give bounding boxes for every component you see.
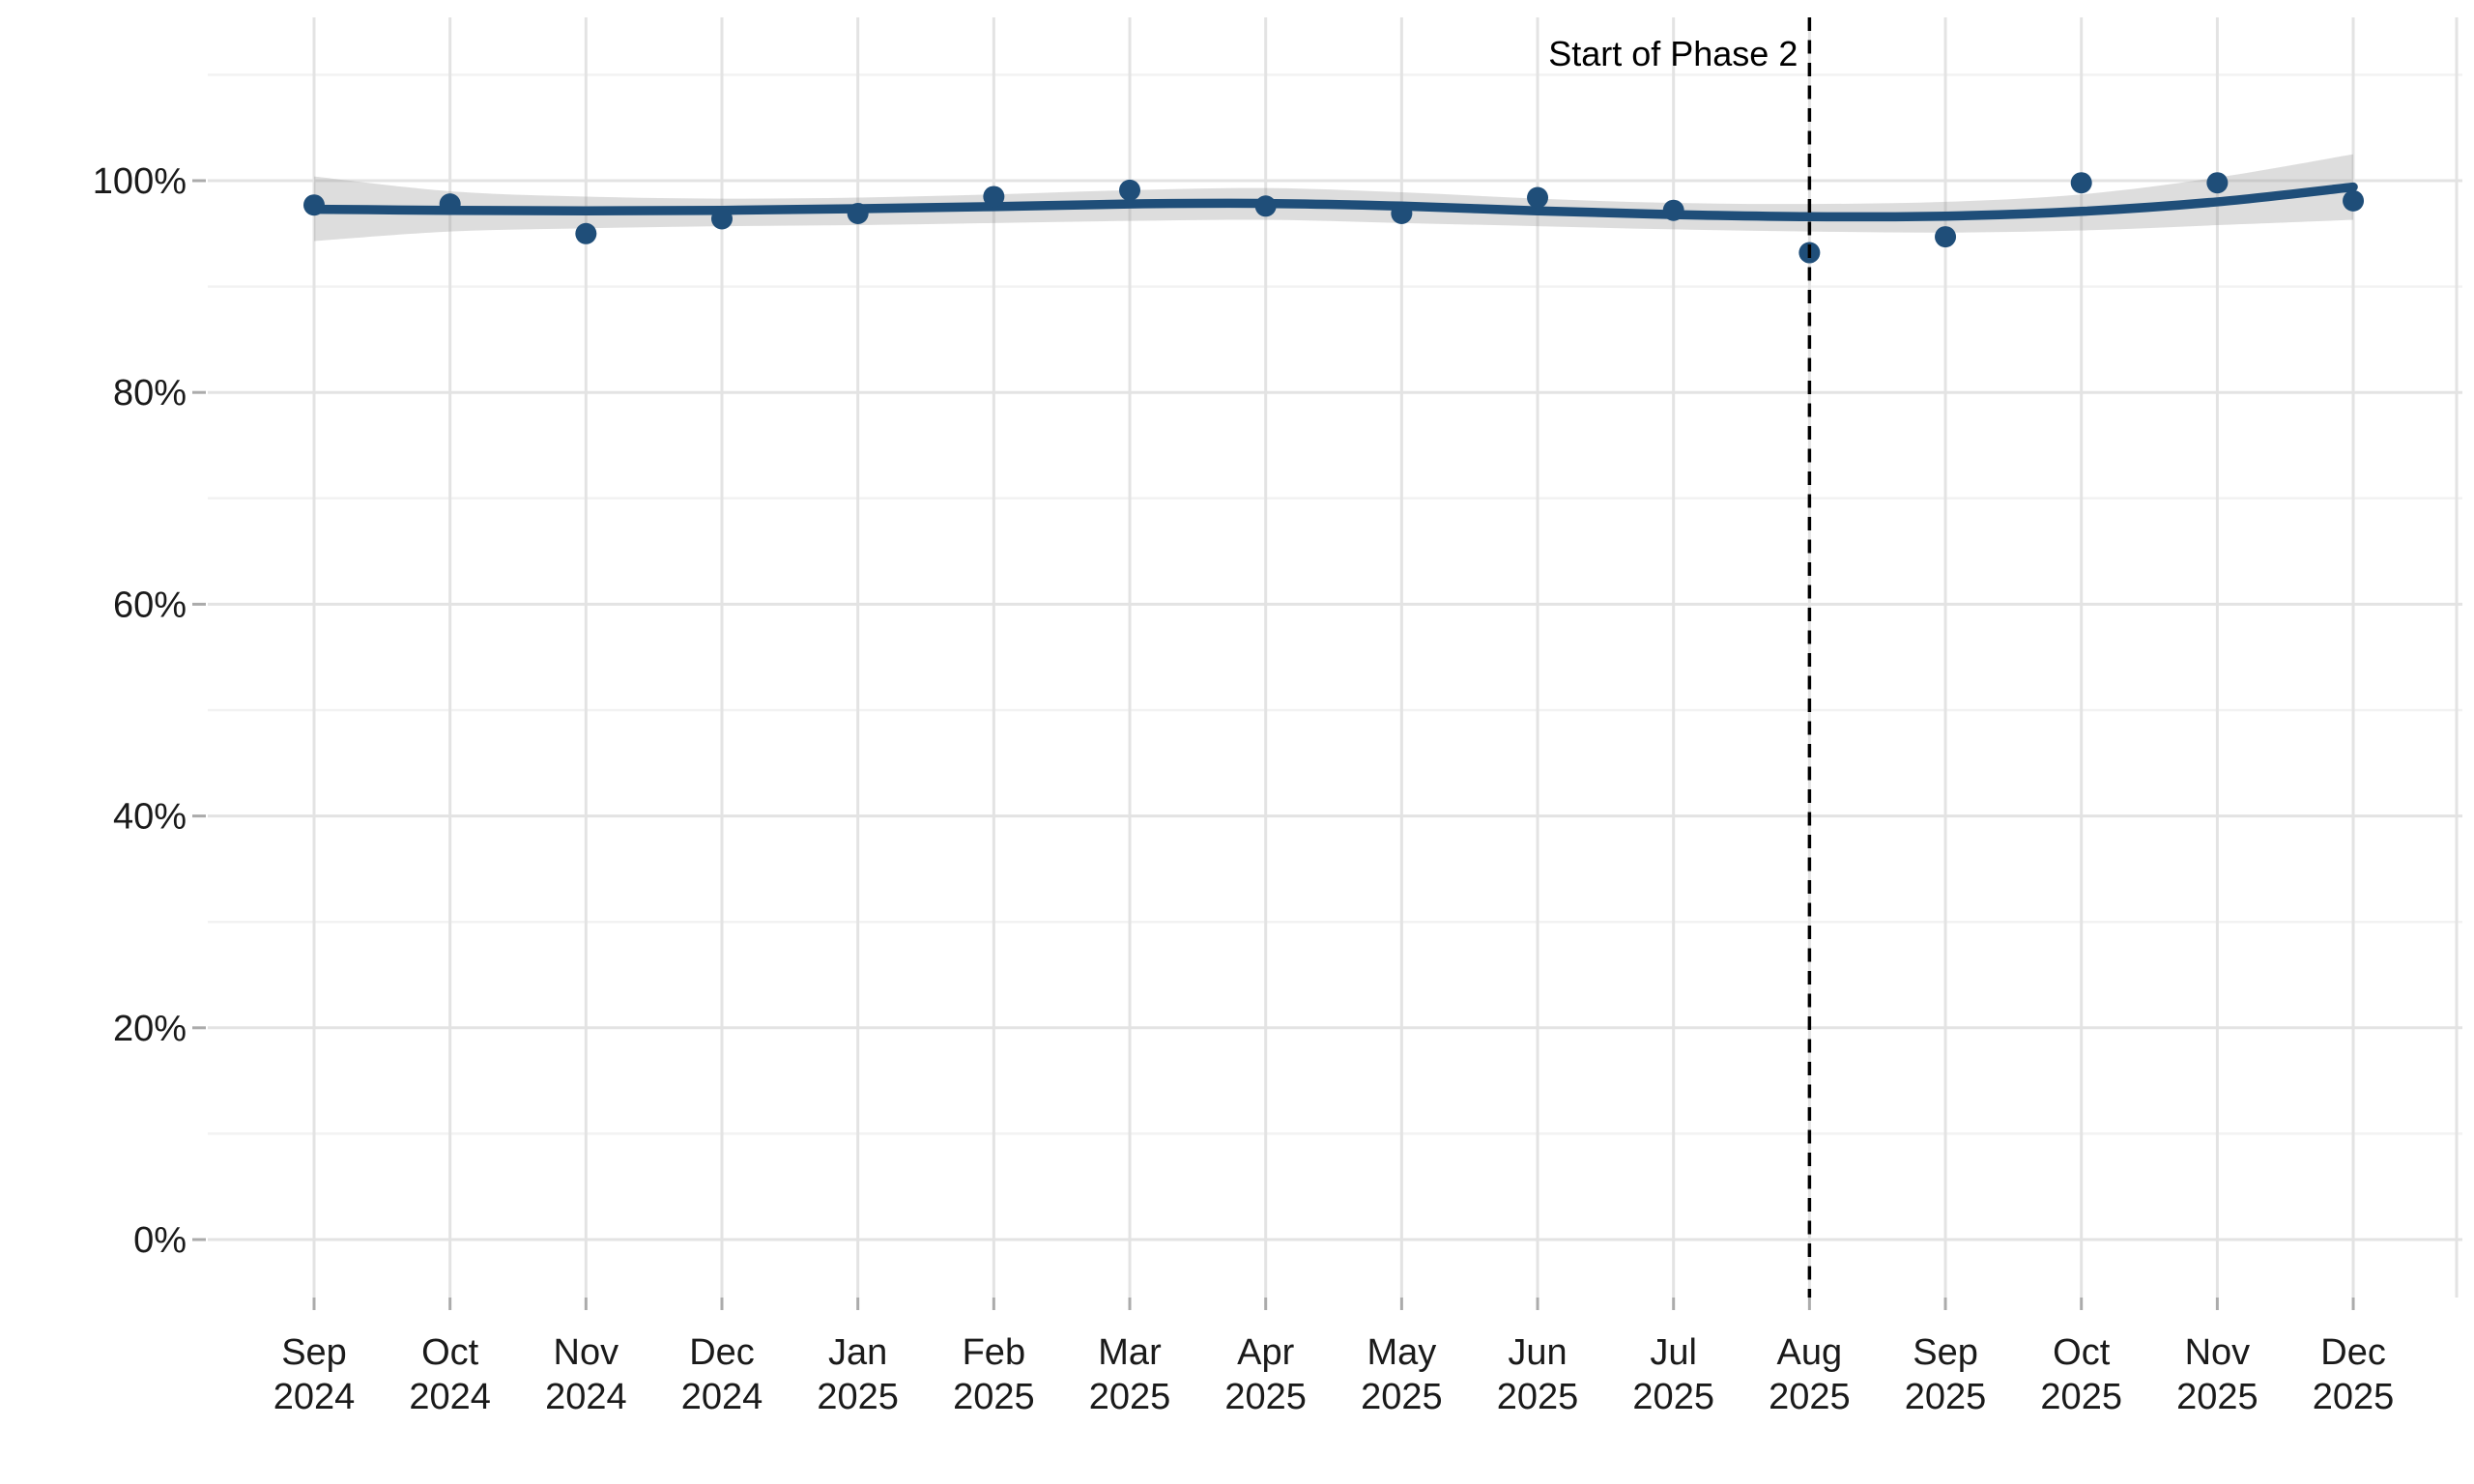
x-axis-year-label: 2025 — [953, 1377, 1035, 1417]
data-point — [575, 222, 597, 244]
data-point — [2343, 189, 2365, 212]
x-axis-year-label: 2025 — [2040, 1377, 2122, 1417]
x-axis-month-label: May — [1366, 1332, 1436, 1373]
x-axis-year-label: 2025 — [2313, 1377, 2395, 1417]
data-point — [1662, 199, 1684, 221]
data-point — [847, 202, 869, 224]
data-point — [1254, 195, 1277, 217]
phase2-annotation-label: Start of Phase 2 — [1548, 34, 1798, 73]
x-axis-month-label: Jul — [1650, 1332, 1697, 1373]
x-axis-year-label: 2025 — [1089, 1377, 1171, 1417]
data-points — [303, 172, 2365, 264]
data-point — [439, 193, 461, 215]
x-axis-year-label: 2024 — [273, 1377, 356, 1417]
x-axis-month-label: Jan — [828, 1332, 887, 1373]
y-axis-tick-label: 100% — [93, 161, 187, 202]
x-axis-month-label: Oct — [2053, 1332, 2111, 1373]
y-axis-tick-label: 20% — [113, 1009, 187, 1049]
confidence-band — [314, 154, 2354, 242]
x-axis-year-label: 2024 — [681, 1377, 763, 1417]
x-axis-year-label: 2025 — [817, 1377, 899, 1417]
x-axis-month-label: Sep — [281, 1332, 347, 1373]
x-axis-month-label: Mar — [1098, 1332, 1162, 1373]
x-axis-month-label: Aug — [1777, 1332, 1843, 1373]
x-axis-month-label: Jun — [1508, 1332, 1567, 1373]
x-axis-month-label: Apr — [1237, 1332, 1294, 1373]
trend-line — [309, 182, 2358, 222]
x-axis-month-label: Feb — [963, 1332, 1025, 1373]
x-axis-year-label: 2025 — [2176, 1377, 2258, 1417]
x-axis-year-label: 2024 — [545, 1377, 627, 1417]
data-point — [983, 186, 1005, 208]
axis-tick-marks — [192, 179, 2355, 1310]
data-point — [303, 194, 325, 216]
x-axis-month-label: Oct — [421, 1332, 479, 1373]
y-axis-tick-label: 40% — [113, 797, 187, 838]
x-axis-month-label: Nov — [2185, 1332, 2251, 1373]
data-point — [1391, 202, 1413, 224]
y-axis-labels: 0% 20% 40% 60% 80% 100% — [93, 161, 187, 1261]
x-axis-month-label: Dec — [689, 1332, 755, 1373]
y-axis-tick-label: 0% — [133, 1220, 187, 1261]
x-axis-month-label: Sep — [1913, 1332, 1978, 1373]
data-point — [2206, 172, 2229, 194]
x-axis-year-label: 2025 — [1224, 1377, 1307, 1417]
x-axis-month-label: Nov — [554, 1332, 619, 1373]
x-axis-year-label: 2025 — [1361, 1377, 1443, 1417]
data-point — [711, 208, 734, 230]
x-axis-labels: Sep2024Oct2024Nov2024Dec2024Jan2025Feb20… — [273, 1332, 2395, 1417]
y-axis-tick-label: 80% — [113, 373, 187, 414]
data-point — [1119, 179, 1141, 201]
x-axis-year-label: 2025 — [1769, 1377, 1851, 1417]
data-point — [2070, 172, 2092, 194]
x-axis-year-label: 2025 — [1905, 1377, 1987, 1417]
data-point — [1935, 226, 1957, 248]
minor-gridlines — [208, 73, 2462, 1135]
y-axis-tick-label: 60% — [113, 585, 187, 625]
month-gridlines — [312, 17, 2459, 1298]
x-axis-year-label: 2024 — [409, 1377, 491, 1417]
x-axis-year-label: 2025 — [1497, 1377, 1579, 1417]
x-axis-year-label: 2025 — [1632, 1377, 1714, 1417]
x-axis-month-label: Dec — [2320, 1332, 2386, 1373]
data-point — [1527, 186, 1549, 209]
